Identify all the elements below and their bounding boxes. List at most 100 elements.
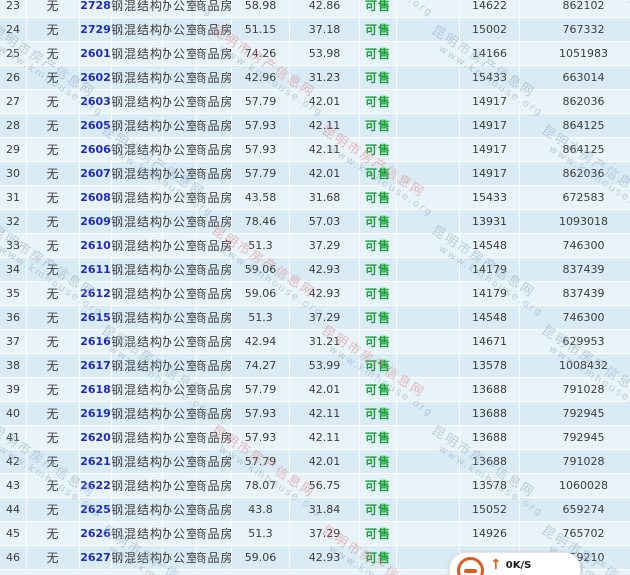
- cell-inner_area: 37.29: [290, 522, 360, 545]
- cell-inner_area: 42.01: [290, 378, 360, 401]
- cell-inner_area: 31.23: [290, 66, 360, 89]
- cell-total: 629953: [520, 330, 630, 353]
- cell-area: 78.46: [232, 210, 290, 233]
- cell-usage: 办公室: [163, 306, 197, 329]
- cell-usage: 办公室: [163, 66, 197, 89]
- cell-inner_area: 57.03: [290, 210, 360, 233]
- cell-inner_area: 42.93: [290, 258, 360, 281]
- cell-structure: 钢混结构: [112, 402, 163, 425]
- cell-usage: 办公室: [163, 402, 197, 425]
- cell-unit[interactable]: 2626: [80, 522, 112, 545]
- cell-mortgage: 无: [27, 234, 80, 257]
- cell-inner_area: 42.93: [290, 546, 360, 569]
- cell-unit[interactable]: 2729: [80, 18, 112, 41]
- cell-unit[interactable]: 2618: [80, 378, 112, 401]
- cell-inner_area: 42.01: [290, 450, 360, 473]
- cell-type: 商品房: [197, 450, 232, 473]
- cell-type: 商品房: [197, 474, 232, 497]
- cell-unit[interactable]: 2622: [80, 474, 112, 497]
- cell-unit[interactable]: 2611: [80, 258, 112, 281]
- cell-status: 可售: [360, 90, 397, 113]
- cell-structure: 钢混结构: [112, 258, 163, 281]
- cell-area: 57.79: [232, 162, 290, 185]
- cell-usage: 办公室: [163, 162, 197, 185]
- cell-unit[interactable]: 2615: [80, 306, 112, 329]
- cell-area: 57.93: [232, 426, 290, 449]
- cell-mortgage: 无: [27, 282, 80, 305]
- cell-unit[interactable]: 2616: [80, 330, 112, 353]
- cell-seq: 24: [0, 18, 27, 41]
- cell-inner_area: 42.11: [290, 114, 360, 137]
- cell-seq: 31: [0, 186, 27, 209]
- cell-mortgage: 无: [27, 546, 80, 569]
- cell-mortgage: 无: [27, 306, 80, 329]
- cell-unit[interactable]: 2610: [80, 234, 112, 257]
- cell-unit[interactable]: 2607: [80, 162, 112, 185]
- cell-usage: 办公室: [163, 546, 197, 569]
- partial-next-row: [0, 570, 630, 575]
- cell-unit[interactable]: 2612: [80, 282, 112, 305]
- cell-price: 15433: [460, 66, 520, 89]
- cell-seq: 29: [0, 138, 27, 161]
- cell-total: 791028: [520, 450, 630, 473]
- cell-unit[interactable]: 2728: [80, 0, 112, 17]
- cell-usage: 办公室: [163, 18, 197, 41]
- cell-unit[interactable]: 2627: [80, 546, 112, 569]
- cell-unit[interactable]: 2619: [80, 402, 112, 425]
- cell-unit[interactable]: 2609: [80, 210, 112, 233]
- cell-structure: 钢混结构: [112, 42, 163, 65]
- cell-price: 14179: [460, 282, 520, 305]
- cell-mortgage: 无: [27, 66, 80, 89]
- cell-unit[interactable]: 2603: [80, 90, 112, 113]
- cell-unit[interactable]: 2601: [80, 42, 112, 65]
- cell-unit[interactable]: 2606: [80, 138, 112, 161]
- cell-gap: [397, 162, 460, 185]
- cell-unit[interactable]: 2602: [80, 66, 112, 89]
- cell-type: 商品房: [197, 522, 232, 545]
- cell-type: 商品房: [197, 234, 232, 257]
- cell-structure: 钢混结构: [112, 162, 163, 185]
- cell-unit[interactable]: 2608: [80, 186, 112, 209]
- cell-price: 13688: [460, 378, 520, 401]
- cell-unit[interactable]: 2621: [80, 450, 112, 473]
- cell-unit[interactable]: 2605: [80, 114, 112, 137]
- cell-status: 可售: [360, 450, 397, 473]
- cell-gap: [397, 378, 460, 401]
- cell-unit[interactable]: 2625: [80, 498, 112, 521]
- cell-seq: 35: [0, 282, 27, 305]
- cell-structure: 钢混结构: [112, 450, 163, 473]
- cell-structure: 钢混结构: [112, 66, 163, 89]
- cell-gap: [397, 0, 460, 17]
- download-speed-widget[interactable]: ↑ 0K/S: [449, 552, 581, 575]
- cell-gap: [397, 66, 460, 89]
- cell-inner_area: 42.11: [290, 426, 360, 449]
- cell-usage: 办公室: [163, 378, 197, 401]
- cell-unit[interactable]: 2620: [80, 426, 112, 449]
- cell-seq: 37: [0, 330, 27, 353]
- cell-area: 43.58: [232, 186, 290, 209]
- cell-total: 1060028: [520, 474, 630, 497]
- cell-usage: 办公室: [163, 258, 197, 281]
- cell-unit[interactable]: 2617: [80, 354, 112, 377]
- speed-dial-bar: [464, 568, 477, 573]
- cell-seq: 27: [0, 90, 27, 113]
- cell-usage: 办公室: [163, 282, 197, 305]
- cell-structure: 钢混结构: [112, 474, 163, 497]
- cell-status: 可售: [360, 330, 397, 353]
- cell-seq: 44: [0, 498, 27, 521]
- cell-seq: 23: [0, 0, 27, 17]
- cell-structure: 钢混结构: [112, 498, 163, 521]
- cell-inner_area: 42.11: [290, 138, 360, 161]
- cell-usage: 办公室: [163, 474, 197, 497]
- cell-total: 792945: [520, 426, 630, 449]
- cell-mortgage: 无: [27, 114, 80, 137]
- cell-inner_area: 31.68: [290, 186, 360, 209]
